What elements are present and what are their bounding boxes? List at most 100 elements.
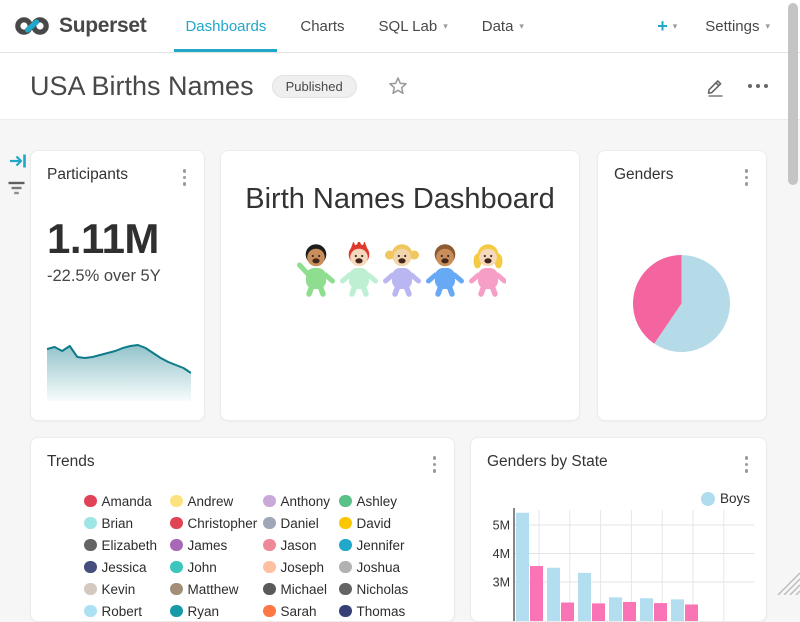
legend-item-joseph[interactable]: Joseph <box>263 560 339 575</box>
filters-list-button[interactable] <box>8 181 25 201</box>
chart-title: Genders <box>614 166 674 183</box>
markdown-card: Birth Names Dashboard <box>220 150 580 421</box>
vertical-scrollbar-thumb[interactable] <box>788 3 798 185</box>
bar-girls <box>654 603 667 621</box>
legend-item-amanda[interactable]: Amanda <box>84 494 170 509</box>
brand-name: Superset <box>59 14 147 37</box>
legend-swatch <box>170 582 183 596</box>
bar-boys <box>640 598 653 621</box>
legend-swatch <box>84 516 97 530</box>
legend-item-daniel[interactable]: Daniel <box>263 516 339 531</box>
legend-item-jessica[interactable]: Jessica <box>84 560 170 575</box>
bar-boys <box>516 512 529 621</box>
legend-item-nicholas[interactable]: Nicholas <box>339 582 454 597</box>
legend-swatch <box>170 516 183 530</box>
genders-by-state-bar-chart: 5M 4M 3M <box>471 438 766 621</box>
legend-swatch <box>84 538 97 552</box>
trends-chart-card: Trends Amanda Andrew Anthony Ashley Brian Chr… <box>30 437 455 622</box>
big-number-subheader: -22.5% over 5Y <box>47 266 161 285</box>
legend-item-andrew[interactable]: Andrew <box>170 494 263 509</box>
expand-filter-bar-button[interactable] <box>9 152 28 175</box>
nav-item-sql-lab[interactable]: SQL Lab ▾ <box>362 0 465 52</box>
new-item-button[interactable]: + ▾ <box>657 17 677 35</box>
kid-mint-red-hair <box>340 242 378 297</box>
favorite-star-button[interactable] <box>387 75 409 97</box>
legend-item-michael[interactable]: Michael <box>263 582 339 597</box>
legend-item-boys[interactable]: Boys <box>700 491 750 506</box>
legend-item-kevin[interactable]: Kevin <box>84 582 170 597</box>
legend-label: Daniel <box>280 515 319 531</box>
legend-swatch <box>170 604 183 618</box>
chevron-down-icon: ▾ <box>765 20 770 31</box>
legend-item-robert[interactable]: Robert <box>84 604 170 619</box>
legend-swatch <box>263 582 276 596</box>
superset-logo[interactable]: Superset <box>14 0 147 52</box>
legend-label: Joshua <box>356 559 401 575</box>
chart-options-button[interactable] <box>429 453 441 476</box>
nav-item-label: SQL Lab <box>378 17 438 35</box>
legend-item-ashley[interactable]: Ashley <box>339 494 454 509</box>
legend-item-joshua[interactable]: Joshua <box>339 560 454 575</box>
legend-label: Ashley <box>356 493 398 509</box>
genders-chart-card: Genders <box>597 150 767 421</box>
dashboard-header: USA Births Names Published <box>0 53 800 120</box>
bar-boys <box>671 599 684 621</box>
nav-item-charts[interactable]: Charts <box>283 0 361 52</box>
chart-title: Trends <box>47 453 95 470</box>
more-actions-button[interactable] <box>744 80 772 92</box>
legend-swatch <box>339 560 352 574</box>
legend-item-christopher[interactable]: Christopher <box>170 516 263 531</box>
pie-slice-girls <box>633 255 682 344</box>
legend-item-anthony[interactable]: Anthony <box>263 494 339 509</box>
legend-label: Brian <box>101 515 134 531</box>
legend-swatch <box>339 604 352 618</box>
bar-girls <box>623 601 636 621</box>
legend-label: John <box>187 559 217 575</box>
legend-swatch <box>84 604 97 618</box>
legend-swatch <box>263 516 276 530</box>
resize-handle[interactable] <box>774 569 800 600</box>
legend-label: Nicholas <box>356 581 409 597</box>
bar-girls <box>592 603 605 621</box>
markdown-heading: Birth Names Dashboard <box>245 183 555 215</box>
legend-label: Andrew <box>187 493 234 509</box>
nav-item-data[interactable]: Data ▾ <box>465 0 541 52</box>
nav-item-label: Charts <box>300 17 345 35</box>
nav-item-dashboards[interactable]: Dashboards <box>168 0 283 52</box>
legend-swatch <box>84 494 97 508</box>
legend-item-jennifer[interactable]: Jennifer <box>339 538 454 553</box>
legend-item-thomas[interactable]: Thomas <box>339 604 454 619</box>
top-navbar: Superset Dashboards Charts SQL Lab ▾ Data ▾ +… <box>0 0 800 53</box>
page-title: USA Births Names <box>30 70 254 101</box>
star-outline-icon <box>388 77 407 95</box>
legend-item-elizabeth[interactable]: Elizabeth <box>84 538 170 553</box>
legend-item-sarah[interactable]: Sarah <box>263 604 339 619</box>
legend-label: Kevin <box>101 581 136 597</box>
legend-swatch <box>339 538 352 552</box>
legend-swatch <box>339 494 352 508</box>
legend-swatch <box>84 560 97 574</box>
bar-boys <box>609 597 622 621</box>
chart-title: Participants <box>47 166 128 183</box>
legend-item-john[interactable]: John <box>170 560 263 575</box>
status-badge[interactable]: Published <box>271 74 357 98</box>
svg-text:5M: 5M <box>493 519 510 533</box>
settings-menu[interactable]: Settings ▾ <box>705 18 770 35</box>
legend-item-david[interactable]: David <box>339 516 454 531</box>
kid-green-black-hair <box>297 244 335 297</box>
legend-item-james[interactable]: James <box>170 538 263 553</box>
pie-slice-boys <box>654 255 730 352</box>
legend-item-brian[interactable]: Brian <box>84 516 170 531</box>
edit-dashboard-button[interactable] <box>705 76 726 97</box>
legend-swatch <box>263 560 276 574</box>
legend-item-matthew[interactable]: Matthew <box>170 582 263 597</box>
header-actions <box>705 76 772 97</box>
chart-options-button[interactable] <box>741 166 753 189</box>
chart-options-button[interactable] <box>741 453 753 476</box>
chart-options-button[interactable] <box>179 166 191 189</box>
filters-list-icon <box>8 181 25 195</box>
legend-item-ryan[interactable]: Ryan <box>170 604 263 619</box>
legend-item-jason[interactable]: Jason <box>263 538 339 553</box>
legend-label: David <box>356 515 392 531</box>
kid-blue-brown-hair <box>426 244 464 297</box>
